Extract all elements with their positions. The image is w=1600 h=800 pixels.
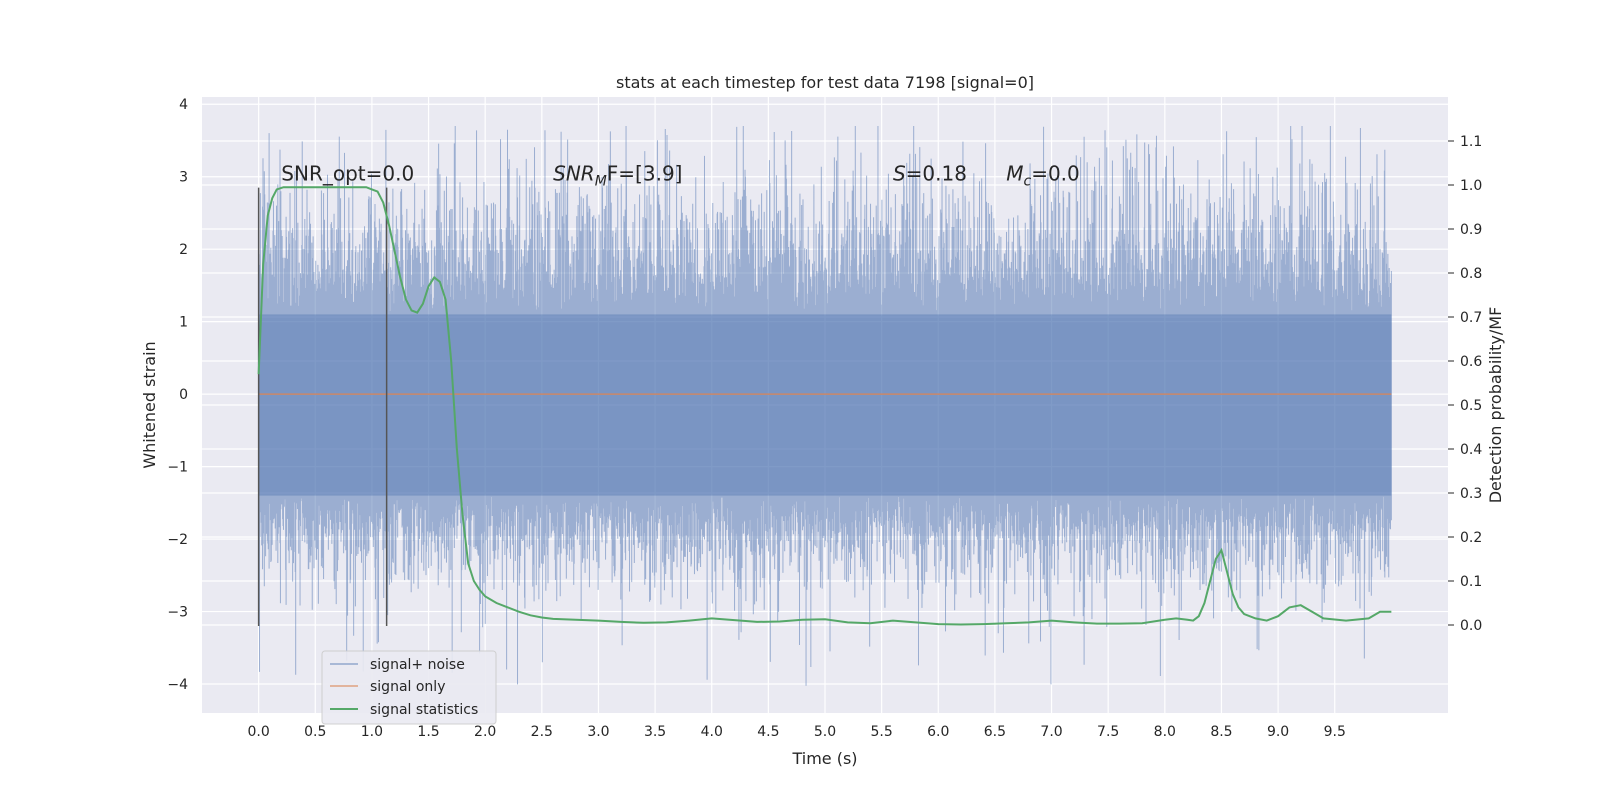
- y-right-axis-label: Detection probability/MF: [1486, 307, 1505, 504]
- annotation-snr-mf: SNRMF=[3.9]: [553, 161, 682, 189]
- y-right-tick-label-8: 0.8: [1460, 266, 1482, 282]
- legend-box: [321, 650, 497, 725]
- x-tick-label-19: 9.5: [1324, 724, 1346, 740]
- y-left-tick-label-5: 1: [179, 315, 188, 331]
- y-left-tick-label-3: −1: [167, 460, 188, 476]
- y-left-tick-label-8: 4: [179, 97, 188, 113]
- y-left-tick-label-7: 3: [179, 170, 188, 186]
- y-right-tick-label-6: 0.6: [1460, 354, 1482, 370]
- annotation-mc-tail: =0.0: [1031, 161, 1080, 185]
- x-tick-label-5: 2.5: [531, 724, 553, 740]
- y-right-tick-label-0: 0.0: [1460, 618, 1482, 634]
- legend-label-statistics: signal statistics: [370, 702, 478, 718]
- x-tick-label-17: 8.5: [1210, 724, 1232, 740]
- y-left-axis-label: Whitened strain: [140, 341, 159, 468]
- x-tick-label-1: 0.5: [304, 724, 326, 740]
- annotation-s: S=0.18: [893, 161, 967, 185]
- x-tick-label-2: 1.0: [361, 724, 383, 740]
- x-tick-label-16: 8.0: [1154, 724, 1176, 740]
- y-right-tick-labels: 0.0 0.1 0.2 0.3 0.4 0.5 0.6 0.7 0.8 0.9 1.0 1.1: [1448, 134, 1482, 634]
- y-right-tick-label-5: 0.5: [1460, 398, 1482, 414]
- vertical-markers: [257, 187, 388, 627]
- x-tick-label-14: 7.0: [1040, 724, 1062, 740]
- y-right-tick-label-7: 0.7: [1460, 310, 1482, 326]
- annotation-snr-mf-tail: F=[3.9]: [607, 161, 683, 185]
- x-tick-label-9: 4.5: [757, 724, 779, 740]
- x-tick-label-13: 6.5: [984, 724, 1006, 740]
- annotation-mc: Mc=0.0: [1006, 161, 1080, 189]
- x-tick-label-7: 3.5: [644, 724, 666, 740]
- y-left-tick-label-2: −2: [167, 532, 188, 548]
- x-tick-label-15: 7.5: [1097, 724, 1119, 740]
- signal-statistics-line: [257, 186, 1392, 626]
- x-tick-label-3: 1.5: [417, 724, 439, 740]
- y-left-tick-label-6: 2: [179, 242, 188, 258]
- legend-label-noise: signal+ noise: [370, 657, 465, 673]
- x-tick-label-6: 3.0: [587, 724, 609, 740]
- x-tick-labels: 0.0 0.5 1.0 1.5 2.0 2.5 3.0 3.5 4.0 4.5 5.0 5.5 6.0 6…: [248, 724, 1346, 740]
- annotation-s-tail: =0.18: [906, 161, 967, 185]
- annotation-snr-opt: SNR_opt=0.0: [281, 161, 414, 185]
- x-tick-label-18: 9.0: [1267, 724, 1289, 740]
- x-axis-label: Time (s): [791, 749, 857, 768]
- annotation-mc-sub: c: [1024, 173, 1032, 189]
- annotation-snr-mf-sub: M: [595, 173, 607, 189]
- noise-dense-band: [258, 314, 1392, 496]
- y-right-tick-label-4: 0.4: [1460, 442, 1482, 458]
- y-right-tick-label-9: 0.9: [1460, 222, 1482, 238]
- x-tick-label-8: 4.0: [701, 724, 723, 740]
- y-right-tick-label-11: 1.1: [1460, 134, 1482, 150]
- y-right-tick-label-1: 0.1: [1460, 574, 1482, 590]
- annotation-s-main: S: [893, 161, 906, 185]
- y-left-tick-label-0: −4: [167, 677, 188, 693]
- y-left-tick-labels: −4 −3 −2 −1 0 1 2 3 4: [167, 97, 188, 693]
- annotations: SNR_opt=0.0 SNRMF=[3.9] S=0.18 Mc=0.0: [281, 161, 1079, 189]
- chart-title: stats at each timestep for test data 719…: [616, 73, 1034, 92]
- annotation-snr-mf-main: SNR: [553, 161, 595, 185]
- y-right-tick-label-2: 0.2: [1460, 530, 1482, 546]
- x-tick-label-10: 5.0: [814, 724, 836, 740]
- legend-label-signal-only: signal only: [370, 679, 445, 695]
- noise-series: [258, 126, 1392, 686]
- y-left-tick-label-4: 0: [179, 387, 188, 403]
- x-tick-label-4: 2.0: [474, 724, 496, 740]
- y-left-tick-label-1: −3: [167, 605, 188, 621]
- x-tick-label-11: 5.5: [871, 724, 893, 740]
- y-right-tick-label-10: 1.0: [1460, 178, 1482, 194]
- x-tick-label-0: 0.0: [248, 724, 270, 740]
- legend: signal+ noise signal only signal statist…: [321, 650, 497, 725]
- y-right-tick-label-3: 0.3: [1460, 486, 1482, 502]
- annotation-mc-main: M: [1006, 161, 1023, 185]
- x-tick-label-12: 6.0: [927, 724, 949, 740]
